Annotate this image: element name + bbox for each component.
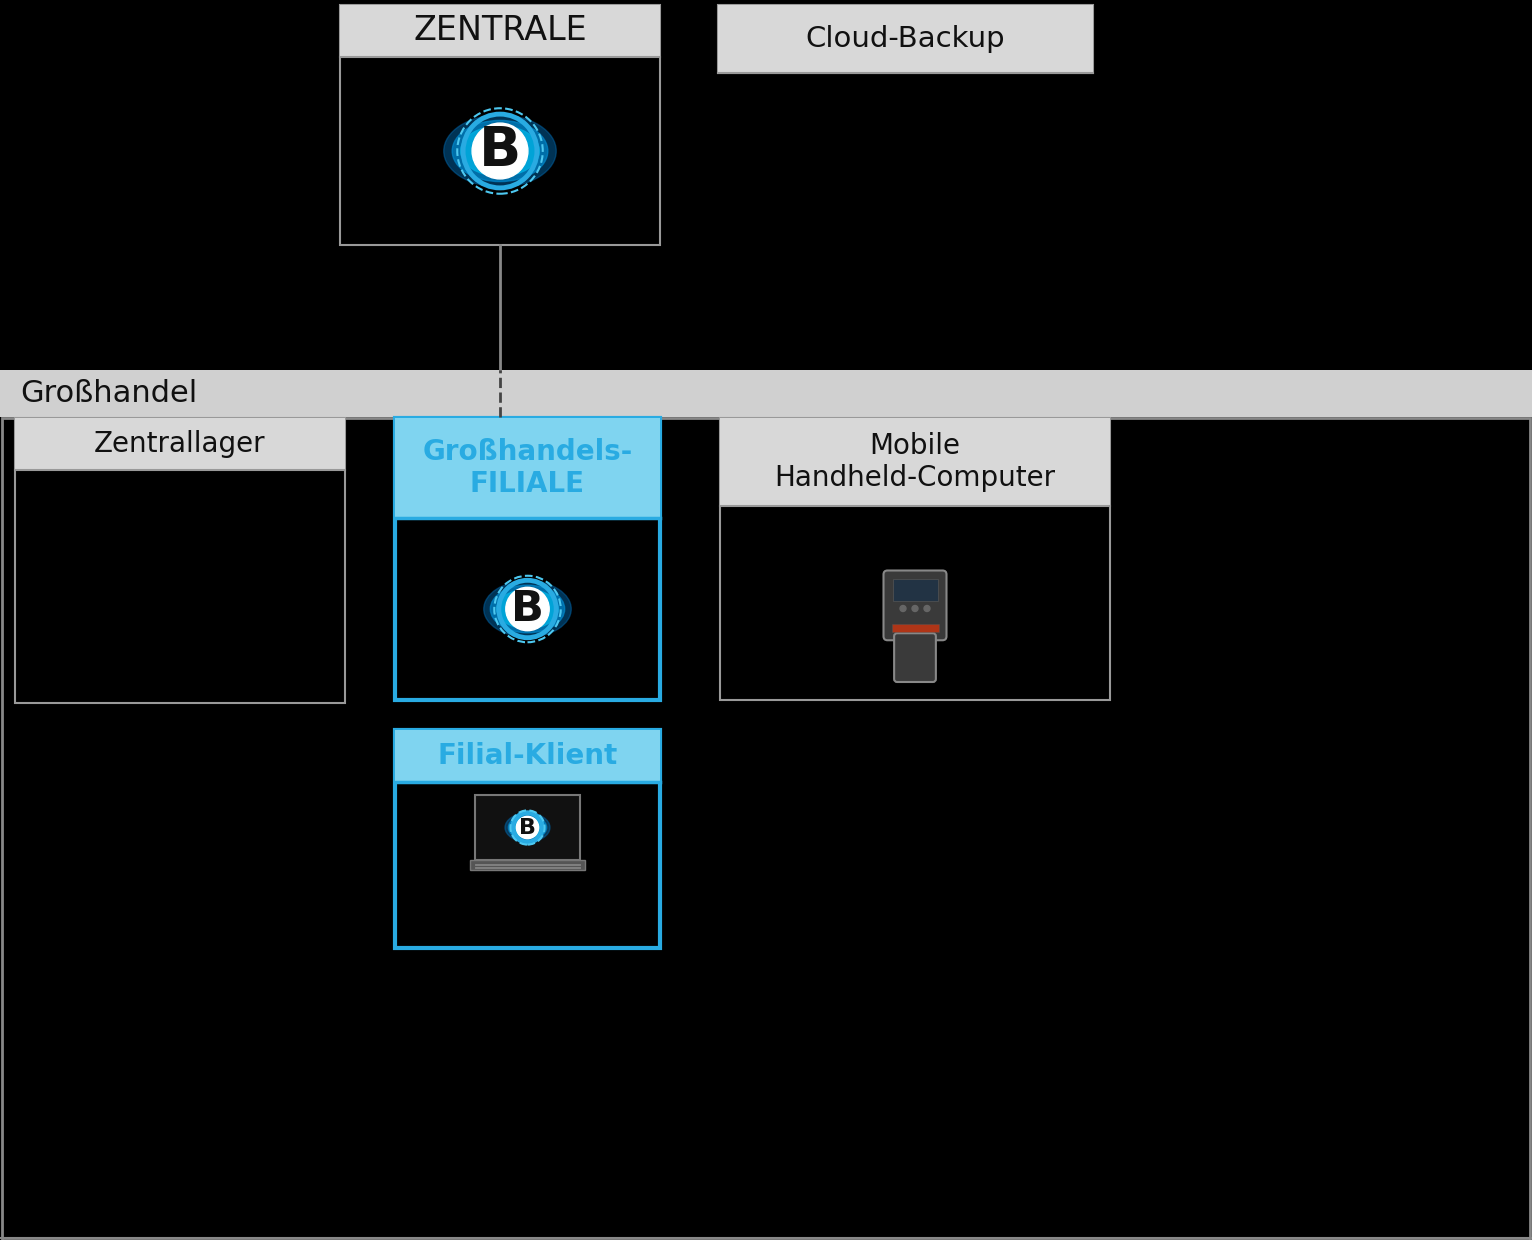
Bar — [340, 5, 660, 246]
Ellipse shape — [484, 582, 571, 637]
Circle shape — [924, 605, 930, 611]
FancyBboxPatch shape — [895, 634, 936, 682]
Ellipse shape — [496, 589, 558, 629]
Circle shape — [516, 816, 539, 838]
Bar — [340, 5, 660, 57]
Bar — [15, 418, 345, 703]
Text: Cloud-Backup: Cloud-Backup — [806, 25, 1005, 53]
Bar — [395, 418, 660, 701]
Text: Filial-Klient: Filial-Klient — [437, 742, 617, 770]
Text: Großhandel: Großhandel — [20, 379, 198, 408]
Text: ZENTRALE: ZENTRALE — [414, 15, 587, 47]
Bar — [395, 418, 660, 518]
Circle shape — [506, 588, 548, 631]
Bar — [395, 730, 660, 949]
Bar — [0, 370, 1532, 417]
Bar — [15, 418, 345, 470]
Text: B: B — [480, 124, 521, 179]
Text: Großhandels-
FILIALE: Großhandels- FILIALE — [423, 438, 633, 498]
Bar — [720, 418, 1111, 701]
Text: B: B — [512, 588, 544, 630]
Bar — [892, 624, 939, 632]
Text: Mobile
Handheld-Computer: Mobile Handheld-Computer — [775, 432, 1056, 492]
Ellipse shape — [509, 815, 547, 839]
Ellipse shape — [452, 120, 548, 181]
Bar — [475, 795, 581, 861]
Ellipse shape — [490, 585, 565, 632]
Circle shape — [912, 605, 918, 611]
Bar — [719, 5, 1092, 73]
Bar — [719, 5, 1092, 73]
Ellipse shape — [506, 813, 550, 842]
Circle shape — [472, 123, 529, 179]
Bar — [893, 579, 938, 600]
Bar — [2, 418, 1530, 1240]
Bar — [720, 418, 1111, 506]
FancyBboxPatch shape — [884, 570, 947, 640]
Bar — [395, 730, 660, 782]
Bar — [470, 861, 585, 870]
Ellipse shape — [461, 125, 539, 176]
Text: B: B — [519, 817, 536, 837]
Ellipse shape — [444, 115, 556, 187]
Text: Zentrallager: Zentrallager — [93, 430, 267, 458]
Circle shape — [899, 605, 905, 611]
Ellipse shape — [512, 817, 544, 837]
